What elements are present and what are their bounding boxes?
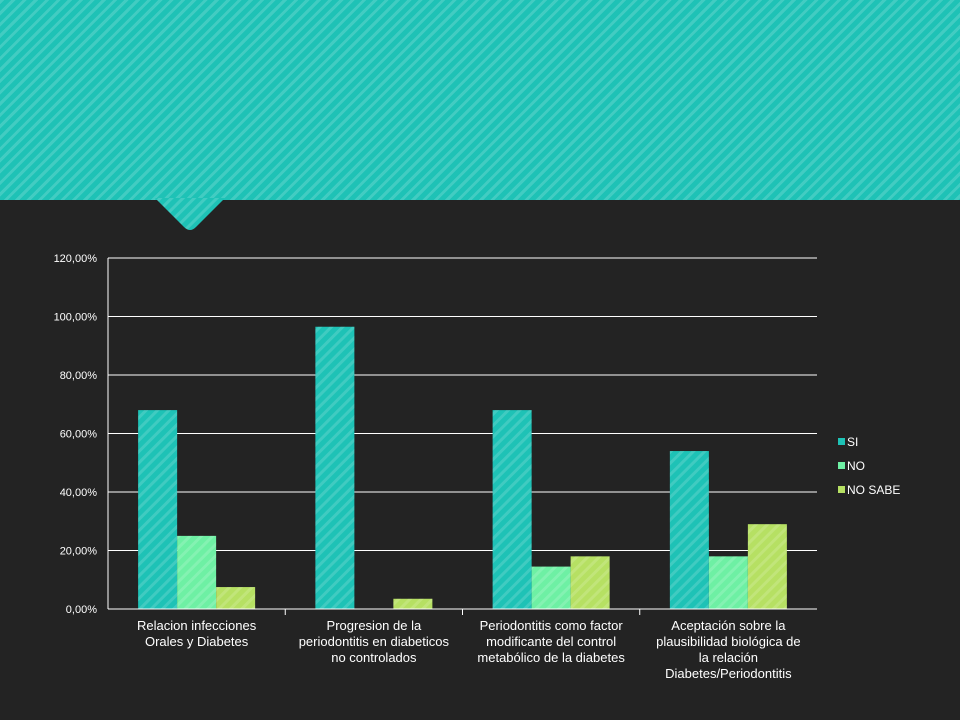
category-label: Relacion infecciones Orales y Diabetes (137, 618, 257, 649)
category-label: Progresion de la periodontitis en diabeti… (299, 618, 450, 665)
bar-texture (138, 410, 178, 609)
bar-texture (669, 451, 709, 609)
axes (107, 258, 817, 615)
legend-swatch (838, 486, 845, 493)
bar-texture (531, 566, 571, 609)
header-pointer-shape (155, 198, 225, 230)
bar-texture (570, 556, 610, 609)
y-tick-label: 0,00% (66, 604, 97, 616)
y-tick-label: 120,00% (54, 253, 98, 265)
legend-label: SI (847, 435, 858, 449)
y-tick-label: 80,00% (60, 370, 98, 382)
y-tick-label: 20,00% (60, 546, 98, 558)
legend-label: NO SABE (847, 483, 900, 497)
y-tick-label: 40,00% (60, 487, 98, 499)
bar-texture (492, 410, 532, 609)
bar-texture (393, 598, 433, 609)
bar-texture (216, 587, 256, 609)
category-label: Aceptación sobre la plausibilidad biológi… (656, 618, 801, 681)
y-tick-label: 100,00% (54, 312, 98, 324)
bar-texture (315, 326, 355, 609)
bar-texture (708, 556, 748, 609)
legend-swatch (838, 438, 845, 445)
bars (138, 326, 787, 609)
y-tick-labels: 0,00% 20,00% 40,00% 60,00% 80,00% 100,00% 120,… (54, 253, 98, 616)
bar-texture (177, 535, 217, 609)
bar-texture (747, 524, 787, 609)
legend-swatch (838, 462, 845, 469)
legend-label: NO (847, 459, 865, 473)
legend: SI NO NO SABE (838, 435, 900, 497)
y-tick-label: 60,00% (60, 429, 98, 441)
category-label: Periodontitis como factor modificante del… (477, 618, 625, 665)
header-banner (0, 0, 960, 200)
category-labels: Relacion infecciones Orales y Diabetes Pro… (137, 618, 801, 681)
